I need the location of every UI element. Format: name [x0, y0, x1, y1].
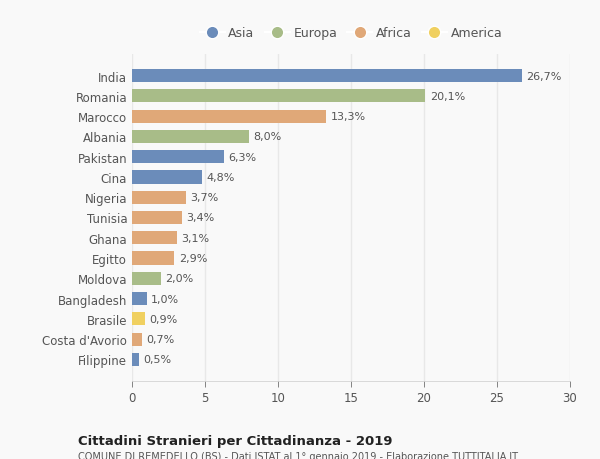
Text: 2,9%: 2,9%: [179, 253, 207, 263]
Text: 1,0%: 1,0%: [151, 294, 179, 304]
Bar: [132, 191, 186, 204]
Text: 20,1%: 20,1%: [430, 92, 465, 102]
Text: 0,9%: 0,9%: [149, 314, 178, 324]
Text: 6,3%: 6,3%: [229, 152, 256, 162]
Bar: [132, 90, 425, 103]
Text: 2,0%: 2,0%: [166, 274, 194, 284]
Bar: [132, 110, 326, 123]
Bar: [132, 151, 224, 164]
Bar: [132, 353, 139, 366]
Bar: [132, 70, 522, 83]
Text: COMUNE DI REMEDELLO (BS) - Dati ISTAT al 1° gennaio 2019 - Elaborazione TUTTITAL: COMUNE DI REMEDELLO (BS) - Dati ISTAT al…: [78, 451, 518, 459]
Bar: [132, 292, 146, 306]
Legend: Asia, Europa, Africa, America: Asia, Europa, Africa, America: [194, 22, 508, 45]
Bar: [132, 272, 161, 285]
Text: 3,1%: 3,1%: [182, 233, 210, 243]
Bar: [132, 232, 177, 245]
Bar: [132, 212, 182, 224]
Bar: [132, 333, 142, 346]
Text: 0,5%: 0,5%: [143, 355, 172, 364]
Text: 3,4%: 3,4%: [186, 213, 214, 223]
Text: 4,8%: 4,8%: [206, 173, 235, 183]
Bar: [132, 171, 202, 184]
Text: 26,7%: 26,7%: [526, 72, 562, 81]
Text: 3,7%: 3,7%: [190, 193, 218, 203]
Bar: [132, 252, 175, 265]
Text: 8,0%: 8,0%: [253, 132, 281, 142]
Text: 0,7%: 0,7%: [146, 334, 175, 344]
Bar: [132, 130, 249, 144]
Text: 13,3%: 13,3%: [331, 112, 365, 122]
Bar: [132, 313, 145, 326]
Text: Cittadini Stranieri per Cittadinanza - 2019: Cittadini Stranieri per Cittadinanza - 2…: [78, 434, 392, 447]
